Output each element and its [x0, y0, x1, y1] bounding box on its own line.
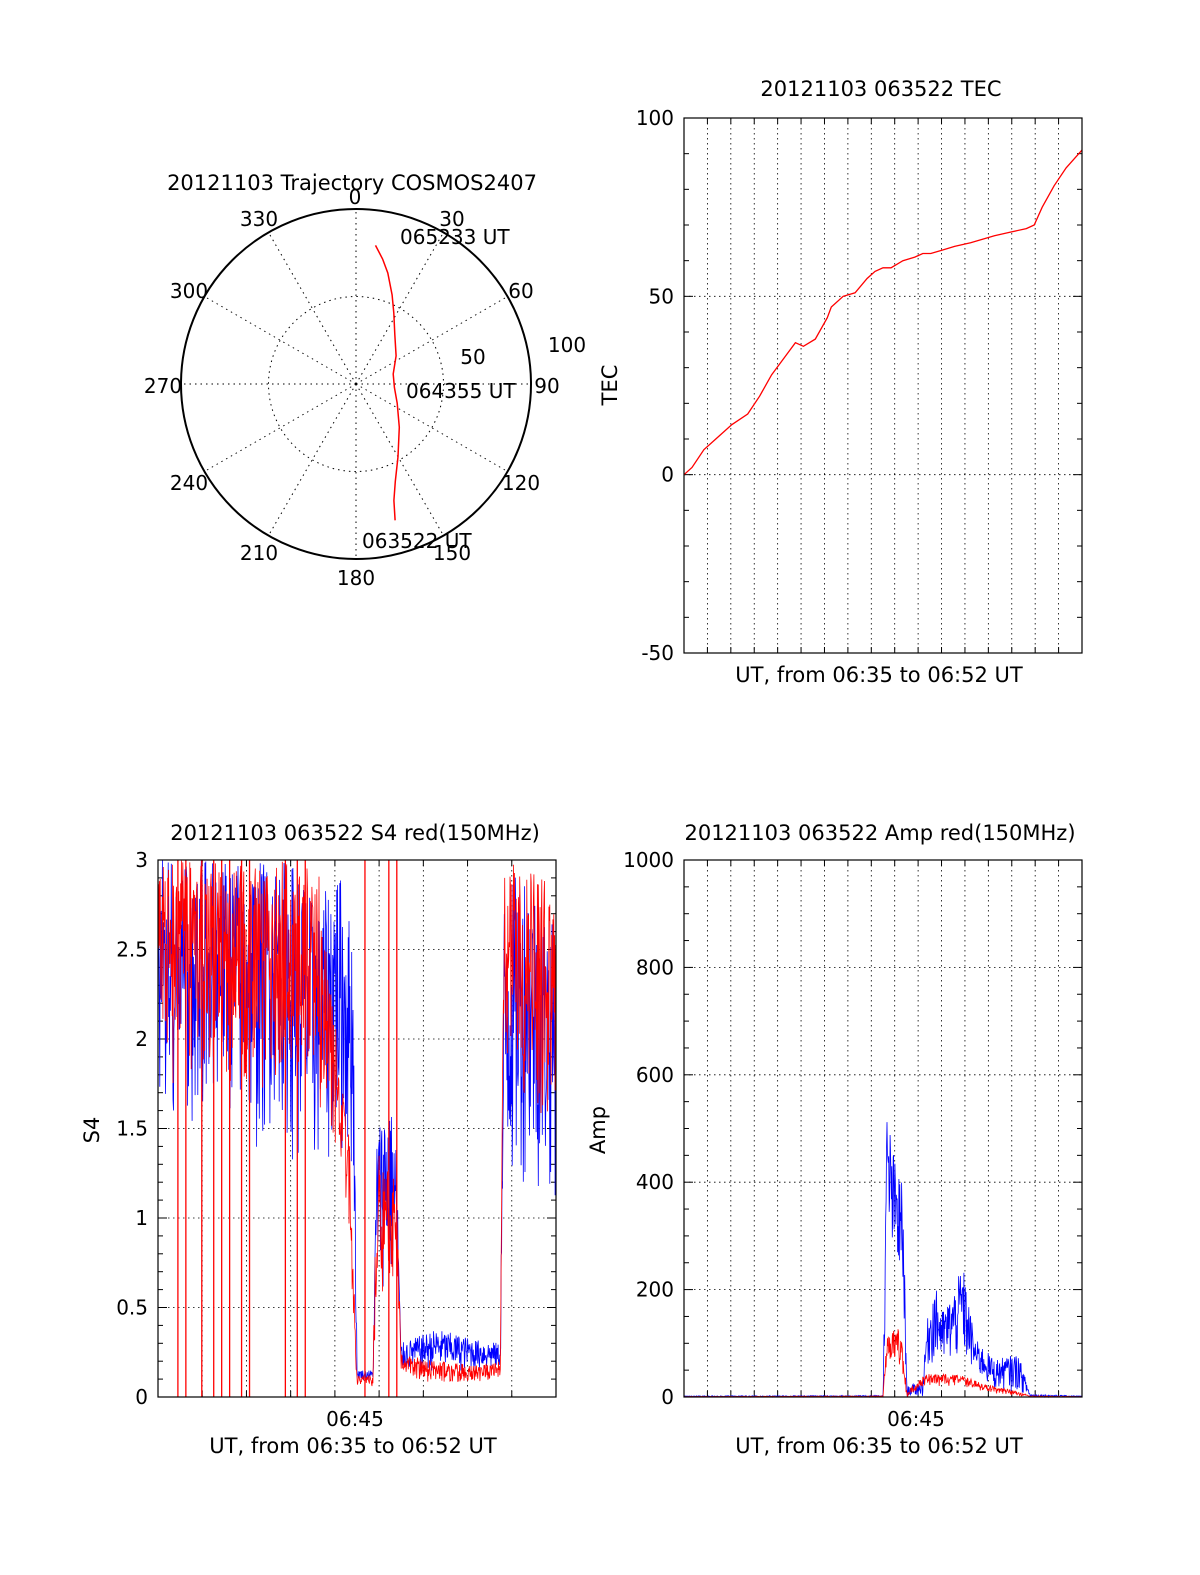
s4-inner-ytick-label-0: 3: [135, 848, 148, 872]
amp-plot: 20121103 063522 Amp red(150MHz) 1000 800 6…: [586, 821, 1083, 1458]
amp-xlabel: UT, from 06:35 to 06:52 UT: [735, 1434, 1023, 1458]
tec-inner-ytick-label-3: -50: [641, 641, 674, 665]
time-label-mid: 064355 UT: [406, 379, 516, 403]
s4-title: 20121103 063522 S4 red(150MHz): [170, 821, 540, 845]
polar-angle-labels: 0 30 60 90 120 150 180 210 240 270 300 3…: [144, 185, 560, 590]
amp-inner-ytick-label-0: 1000: [623, 848, 674, 872]
amp-ylabel: Amp: [586, 1106, 610, 1154]
s4-inner-series-0: [157, 860, 557, 1381]
polar-spoke-150: [355, 383, 444, 536]
amp-inner-ytick-label-1: 800: [636, 955, 674, 979]
polar-spoke-240: [204, 383, 357, 472]
s4-xlabel: UT, from 06:35 to 06:52 UT: [209, 1434, 497, 1458]
trajectory-title: 20121103 Trajectory COSMOS2407: [167, 171, 537, 195]
tec-plot-area: 100 50 0 -50: [636, 106, 1083, 665]
amp-inner-ytick-label-2: 600: [636, 1063, 674, 1087]
angle-label-90: 90: [534, 374, 559, 398]
polar-grid-circle-50: [268, 296, 444, 472]
amp-title: 20121103 063522 Amp red(150MHz): [684, 821, 1075, 845]
polar-grid: [181, 209, 531, 559]
amp-inner-frame: [683, 859, 1083, 1398]
s4-xtick-0645: 06:45: [326, 1407, 384, 1431]
polar-outer-circle: [180, 208, 532, 560]
s4-inner-ytick-label-5: 0.5: [116, 1296, 148, 1320]
tec-inner-ytick-label-0: 100: [636, 106, 674, 130]
trajectory-plot: 20121103 Trajectory COSMOS2407 0 30 60 9…: [144, 171, 586, 590]
s4-plot-area: 3 2.5 2 1.5 1 0.5 0: [116, 848, 557, 1409]
tec-inner-ytick-label-2: 0: [661, 463, 674, 487]
amp-inner-ytick-label-5: 0: [661, 1385, 674, 1409]
angle-label-30: 30: [439, 207, 464, 231]
tec-plot: 20121103 063522 TEC 100 50 0 -50 TEC UT, fr…: [598, 77, 1083, 687]
amp-plot-area: 1000 800 600 400 200 0: [623, 848, 1083, 1409]
s4-inner-ytick-label-6: 0: [135, 1385, 148, 1409]
amp-inner-ytick-label-3: 400: [636, 1170, 674, 1194]
s4-inner-ytick-label-3: 1.5: [116, 1117, 148, 1141]
s4-inner-frame: [157, 859, 557, 1398]
angle-label-180: 180: [337, 566, 375, 590]
angle-label-0: 0: [349, 185, 362, 209]
radial-label-100: 100: [548, 333, 586, 357]
polar-spoke-210: [268, 383, 357, 536]
amp-inner-series-0: [683, 1122, 1083, 1399]
tec-ylabel: TEC: [598, 365, 622, 407]
s4-ylabel: S4: [80, 1117, 104, 1144]
angle-label-270: 270: [144, 374, 182, 398]
s4-inner-ytick-label-4: 1: [135, 1206, 148, 1230]
radial-label-50: 50: [460, 345, 485, 369]
s4-inner-ytick-label-2: 2: [135, 1027, 148, 1051]
s4-inner-series-1: [157, 860, 557, 1387]
angle-label-210: 210: [240, 541, 278, 565]
tec-xlabel: UT, from 06:35 to 06:52 UT: [735, 663, 1023, 687]
angle-label-60: 60: [508, 279, 533, 303]
polar-spoke-60: [355, 296, 508, 385]
tec-inner-series-0: [683, 149, 1083, 476]
trajectory-track: [374, 245, 401, 521]
time-label-end: 065233 UT: [400, 225, 510, 249]
amp-inner-ytick-label-4: 200: [636, 1278, 674, 1302]
angle-label-150: 150: [433, 541, 471, 565]
s4-inner-ytick-label-1: 2.5: [116, 938, 148, 962]
angle-label-330: 330: [240, 207, 278, 231]
angle-label-120: 120: [502, 471, 540, 495]
tec-inner-frame: [683, 117, 1083, 654]
angle-label-300: 300: [170, 279, 208, 303]
angle-label-240: 240: [170, 471, 208, 495]
s4-plot: 20121103 063522 S4 red(150MHz) 3 2.5 2 1.5 1…: [80, 821, 557, 1458]
tec-title: 20121103 063522 TEC: [760, 77, 1001, 101]
tec-inner-ytick-label-1: 50: [649, 284, 674, 308]
amp-xtick-0645: 06:45: [887, 1407, 945, 1431]
time-label-start: 063522 UT: [362, 529, 472, 553]
polar-spoke-330: [268, 232, 357, 385]
